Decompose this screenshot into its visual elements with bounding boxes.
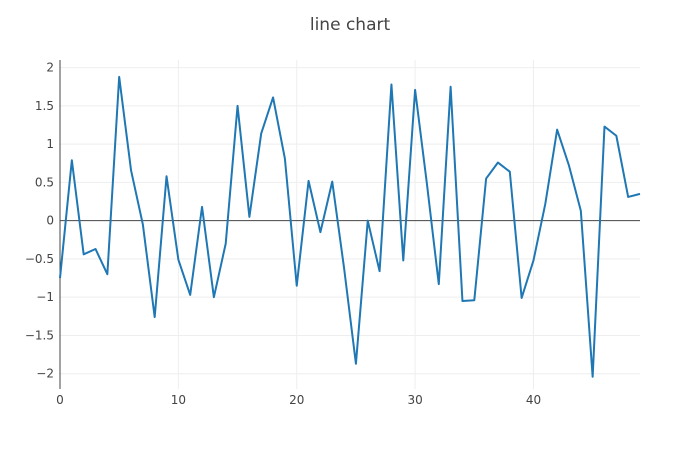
y-tick-label: 0	[46, 214, 54, 228]
x-tick-label: 20	[289, 393, 304, 407]
y-tick-label: 2	[46, 61, 54, 75]
x-tick-label: 0	[56, 393, 64, 407]
tick-labels: −2−1.5−1−0.500.511.520 10 20 30 40	[25, 61, 541, 407]
x-tick-label: 30	[407, 393, 422, 407]
chart-title: line chart	[310, 15, 391, 35]
y-tick-label: −1	[36, 290, 54, 304]
axes	[59, 60, 640, 389]
y-tick-label: −1.5	[25, 328, 54, 342]
y-tick-label: −2	[36, 367, 54, 381]
grid-lines	[60, 60, 640, 389]
x-tick-label: 10	[171, 393, 186, 407]
y-tick-label: 1	[46, 137, 54, 151]
series-lines	[59, 75, 641, 378]
y-tick-label: 0.5	[35, 175, 54, 189]
y-tick-label: −0.5	[25, 252, 54, 266]
series-line	[59, 75, 641, 378]
y-tick-label: 1.5	[35, 99, 54, 113]
x-tick-label: 40	[526, 393, 541, 407]
